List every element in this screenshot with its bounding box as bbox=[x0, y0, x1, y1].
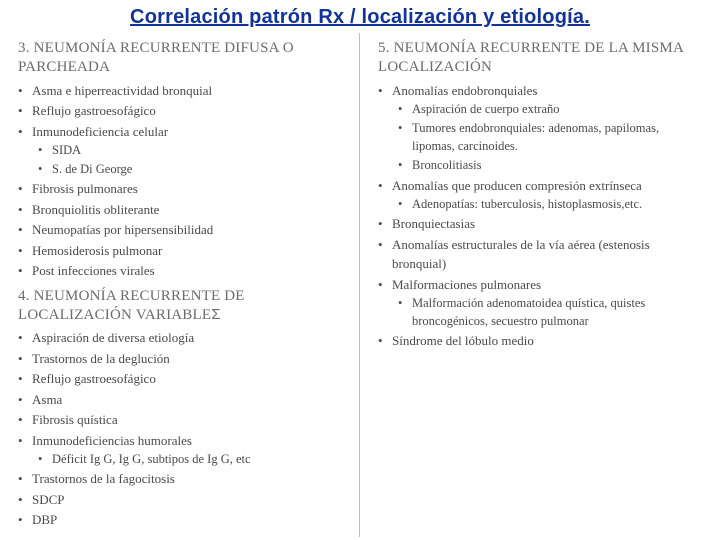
list-item: Reflujo gastroesofágico bbox=[18, 101, 341, 121]
list-item: Hemosiderosis pulmonar bbox=[18, 241, 341, 261]
section-4-list: Aspiración de diversa etiología Trastorn… bbox=[18, 328, 341, 530]
list-item-text: S. de Di George bbox=[52, 162, 132, 176]
list-item: Anomalías estructurales de la vía aérea … bbox=[378, 235, 702, 274]
list-item-text: Déficit Ig G, Ig G, subtipos de Ig G, et… bbox=[52, 452, 251, 466]
list-item-text: SIDA bbox=[52, 143, 81, 157]
list-item: Asma e hiperreactividad bronquial bbox=[18, 81, 341, 101]
right-column: 5. NEUMONÍA RECURRENTE DE LA MISMA LOCAL… bbox=[360, 33, 720, 537]
list-item-text: Asma bbox=[32, 392, 62, 407]
list-item: Broncolitiasis bbox=[398, 156, 702, 174]
list-item: Aspiración de cuerpo extraño bbox=[398, 100, 702, 118]
list-item: Post infecciones virales bbox=[18, 261, 341, 281]
list-item-text: Neumopatías por hipersensibilidad bbox=[32, 222, 213, 237]
list-item-text: Anomalías estructurales de la vía aérea … bbox=[392, 237, 650, 272]
sublist: Malformación adenomatoidea quística, qui… bbox=[392, 294, 702, 330]
list-item: Síndrome del lóbulo medio bbox=[378, 331, 702, 351]
list-item: SIDA bbox=[38, 141, 341, 159]
list-item: Malformación adenomatoidea quística, qui… bbox=[398, 294, 702, 330]
list-item: Asma bbox=[18, 390, 341, 410]
list-item: Inmunodeficiencia celular SIDA S. de Di … bbox=[18, 122, 341, 179]
sublist: Adenopatías: tuberculosis, histoplasmosi… bbox=[392, 195, 702, 213]
section-5-heading: 5. NEUMONÍA RECURRENTE DE LA MISMA LOCAL… bbox=[378, 39, 702, 77]
slide-title: Correlación patrón Rx / localización y e… bbox=[0, 0, 720, 33]
list-item: Fibrosis quística bbox=[18, 410, 341, 430]
section-3-heading: 3. NEUMONÍA RECURRENTE DIFUSA O PARCHEAD… bbox=[18, 39, 341, 77]
list-item-text: Trastornos de la fagocitosis bbox=[32, 471, 175, 486]
section-3-list: Asma e hiperreactividad bronquial Refluj… bbox=[18, 81, 341, 281]
list-item-text: Malformación adenomatoidea quística, qui… bbox=[412, 296, 645, 328]
slide: Correlación patrón Rx / localización y e… bbox=[0, 0, 720, 540]
section-4-num: 4. bbox=[18, 288, 30, 304]
section-5-list: Anomalías endobronquiales Aspiración de … bbox=[378, 81, 702, 351]
list-item: Déficit Ig G, Ig G, subtipos de Ig G, et… bbox=[38, 450, 341, 468]
list-item: Anomalías que producen compresión extrín… bbox=[378, 176, 702, 214]
list-item-text: Aspiración de cuerpo extraño bbox=[412, 102, 560, 116]
section-5-num: 5. bbox=[378, 40, 390, 56]
list-item-text: SDCP bbox=[32, 492, 65, 507]
list-item: SDCP bbox=[18, 490, 341, 510]
list-item-text: Trastornos de la deglución bbox=[32, 351, 170, 366]
list-item-text: Bronquiolitis obliterante bbox=[32, 202, 159, 217]
section-3-label: NEUMONÍA RECURRENTE DIFUSA O PARCHEADA bbox=[18, 40, 294, 75]
list-item: Inmunodeficiencias humorales Déficit Ig … bbox=[18, 431, 341, 469]
list-item-text: Bronquiectasias bbox=[392, 216, 475, 231]
sublist: SIDA S. de Di George bbox=[32, 141, 341, 178]
list-item-text: Inmunodeficiencia celular bbox=[32, 124, 168, 139]
list-item-text: Tumores endobronquiales: adenomas, papil… bbox=[412, 121, 659, 153]
list-item-text: Fibrosis pulmonares bbox=[32, 181, 138, 196]
list-item: Bronquiolitis obliterante bbox=[18, 200, 341, 220]
sublist: Déficit Ig G, Ig G, subtipos de Ig G, et… bbox=[32, 450, 341, 468]
section-4-heading: 4. NEUMONÍA RECURRENTE DE LOCALIZACIÓN V… bbox=[18, 287, 341, 325]
left-column: 3. NEUMONÍA RECURRENTE DIFUSA O PARCHEAD… bbox=[0, 33, 360, 537]
list-item-text: DBP bbox=[32, 512, 57, 527]
list-item: DBP bbox=[18, 510, 341, 530]
list-item-text: Inmunodeficiencias humorales bbox=[32, 433, 192, 448]
list-item-text: Anomalías endobronquiales bbox=[392, 83, 538, 98]
list-item: Adenopatías: tuberculosis, histoplasmosi… bbox=[398, 195, 702, 213]
list-item-text: Malformaciones pulmonares bbox=[392, 277, 541, 292]
list-item-text: Reflujo gastroesofágico bbox=[32, 371, 156, 386]
columns: 3. NEUMONÍA RECURRENTE DIFUSA O PARCHEAD… bbox=[0, 33, 720, 537]
section-5-label: NEUMONÍA RECURRENTE DE LA MISMA LOCALIZA… bbox=[378, 40, 683, 75]
sublist: Aspiración de cuerpo extraño Tumores end… bbox=[392, 100, 702, 175]
list-item-text: Broncolitiasis bbox=[412, 158, 481, 172]
list-item: Malformaciones pulmonares Malformación a… bbox=[378, 275, 702, 331]
list-item-text: Asma e hiperreactividad bronquial bbox=[32, 83, 212, 98]
list-item-text: Hemosiderosis pulmonar bbox=[32, 243, 162, 258]
list-item: S. de Di George bbox=[38, 160, 341, 178]
list-item: Trastornos de la fagocitosis bbox=[18, 469, 341, 489]
list-item-text: Síndrome del lóbulo medio bbox=[392, 333, 534, 348]
list-item-text: Adenopatías: tuberculosis, histoplasmosi… bbox=[412, 197, 642, 211]
list-item: Fibrosis pulmonares bbox=[18, 179, 341, 199]
list-item: Trastornos de la deglución bbox=[18, 349, 341, 369]
list-item: Reflujo gastroesofágico bbox=[18, 369, 341, 389]
list-item-text: Post infecciones virales bbox=[32, 263, 155, 278]
list-item-text: Fibrosis quística bbox=[32, 412, 118, 427]
list-item: Tumores endobronquiales: adenomas, papil… bbox=[398, 119, 702, 155]
list-item-text: Aspiración de diversa etiología bbox=[32, 330, 194, 345]
list-item: Bronquiectasias bbox=[378, 214, 702, 234]
list-item: Anomalías endobronquiales Aspiración de … bbox=[378, 81, 702, 175]
list-item-text: Reflujo gastroesofágico bbox=[32, 103, 156, 118]
list-item-text: Anomalías que producen compresión extrín… bbox=[392, 178, 642, 193]
list-item: Aspiración de diversa etiología bbox=[18, 328, 341, 348]
list-item: Neumopatías por hipersensibilidad bbox=[18, 220, 341, 240]
section-3-num: 3. bbox=[18, 40, 30, 56]
sigma-symbol: Σ bbox=[211, 306, 220, 323]
